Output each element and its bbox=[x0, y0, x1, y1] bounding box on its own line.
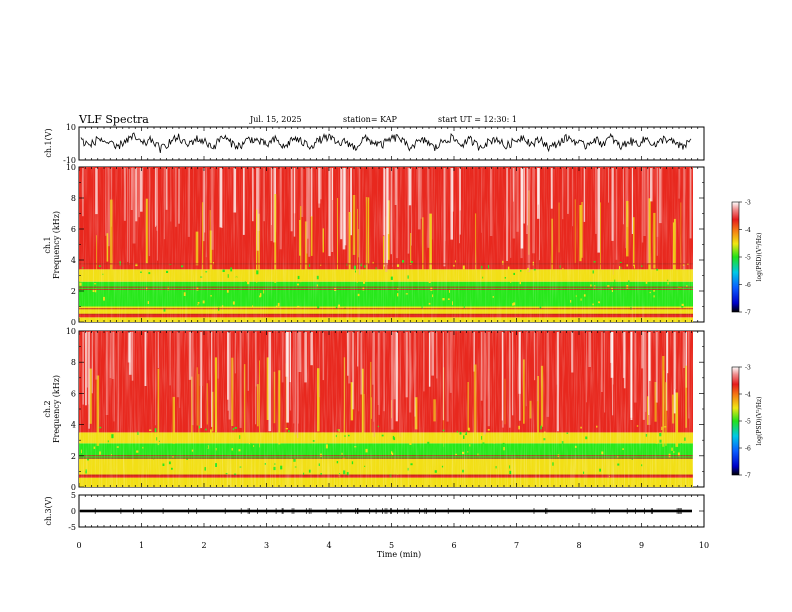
x-tick-label: 10 bbox=[699, 541, 709, 550]
ch2-colorbar-tick-label: -3 bbox=[745, 365, 751, 372]
ch3-waveform-ylabel: ch.3(V) bbox=[44, 496, 53, 525]
x-tick-label: 5 bbox=[389, 541, 394, 550]
ch2-spectrogram-y-tick-label: 6 bbox=[71, 389, 76, 398]
ch1-speckle-overlay bbox=[79, 167, 693, 322]
station-label: station= KAP bbox=[343, 115, 398, 124]
ch2-spectrogram-y-tick-label: 10 bbox=[66, 327, 76, 336]
x-tick-label: 4 bbox=[326, 541, 331, 550]
ch1-colorbar-tick-label: -7 bbox=[745, 310, 751, 317]
ch2-spectrogram-ylabel-freq: Frequency (kHz) bbox=[52, 375, 61, 443]
ch2-spectrogram-ylabel-channel: ch.2 bbox=[43, 400, 52, 417]
ch1-spectrogram-ylabel-channel: ch.1 bbox=[43, 236, 52, 253]
x-tick-label: 9 bbox=[639, 541, 644, 550]
ch2-spectrogram-y-tick-label: 0 bbox=[71, 483, 76, 492]
axes-layer: 0 1 2 3 4 5 6 7 8 9 1010-101086420108642050-5-3-4-… bbox=[63, 123, 751, 550]
ch2-colorbar-tick-label: -7 bbox=[745, 473, 751, 480]
x-tick-label: 6 bbox=[451, 541, 456, 550]
x-tick-label: 3 bbox=[264, 541, 269, 550]
ch1-spectrogram-y-tick-label: 8 bbox=[71, 194, 76, 203]
x-axis-title: Time (min) bbox=[377, 550, 421, 559]
ch1-spectrogram-y-tick-label: 0 bbox=[71, 318, 76, 327]
ch1-spectrogram-y-tick-label: 6 bbox=[71, 225, 76, 234]
ch3-waveform-y-tick-label: 5 bbox=[71, 491, 76, 500]
start-time-label: start UT = 12:30: 1 bbox=[438, 115, 517, 124]
ch1-colorbar-tick-label: -3 bbox=[745, 200, 751, 207]
ch1-waveform-y-tick-label: 10 bbox=[66, 123, 76, 132]
ch2-colorbar-tick-label: -4 bbox=[745, 392, 751, 399]
ch1-spectrogram-y-tick-label: 2 bbox=[71, 287, 76, 296]
ch1-spectrogram-ylabel-freq: Frequency (kHz) bbox=[52, 211, 61, 279]
x-tick-label: 2 bbox=[201, 541, 206, 550]
ch1-waveform-trace bbox=[80, 132, 692, 153]
ch3-waveform-band bbox=[80, 509, 692, 513]
waveform-traces bbox=[80, 132, 692, 514]
ch1-colorbar-tick-label: -5 bbox=[745, 255, 751, 262]
x-tick-label: 1 bbox=[139, 541, 144, 550]
ch2-spectrogram-y-tick-label: 8 bbox=[71, 358, 76, 367]
ch1-spectrogram-y-tick-label: 10 bbox=[66, 163, 76, 172]
ch1-waveform-ylabel: ch.1(V) bbox=[44, 128, 53, 157]
ch2-colorbar-tick-label: -6 bbox=[745, 446, 751, 453]
x-tick-label: 8 bbox=[576, 541, 581, 550]
ch1-waveform-panel bbox=[78, 126, 705, 161]
ch1-waveform-y-tick-label: -10 bbox=[63, 156, 76, 165]
ch3-waveform-y-tick-label: 0 bbox=[71, 507, 76, 516]
figure-title: VLF Spectra bbox=[78, 113, 149, 126]
ch1-colorbar-tick-label: -6 bbox=[745, 282, 751, 289]
x-tick-label: 0 bbox=[76, 541, 81, 550]
ch2-speckle-overlay bbox=[79, 331, 693, 487]
ch2-spectrogram-y-tick-label: 2 bbox=[71, 452, 76, 461]
ch2-colorbar bbox=[731, 366, 740, 476]
ch1-colorbar-tick-label: -4 bbox=[745, 227, 751, 234]
ch1-colorbar bbox=[731, 201, 740, 313]
ch3-waveform-y-tick-label: -5 bbox=[68, 523, 76, 532]
ch1-spectrogram-y-tick-label: 4 bbox=[71, 256, 76, 265]
ch2-colorbar-tick-label: -5 bbox=[745, 419, 751, 426]
date-label: Jul. 15, 2025 bbox=[249, 115, 302, 124]
x-tick-label: 7 bbox=[514, 541, 519, 550]
ch2-spectrogram-y-tick-label: 4 bbox=[71, 421, 76, 430]
ch1-colorbar-label: log(PSD)(V²/Hz) bbox=[756, 233, 763, 282]
ch2-colorbar-label: log(PSD)(V²/Hz) bbox=[756, 397, 763, 446]
